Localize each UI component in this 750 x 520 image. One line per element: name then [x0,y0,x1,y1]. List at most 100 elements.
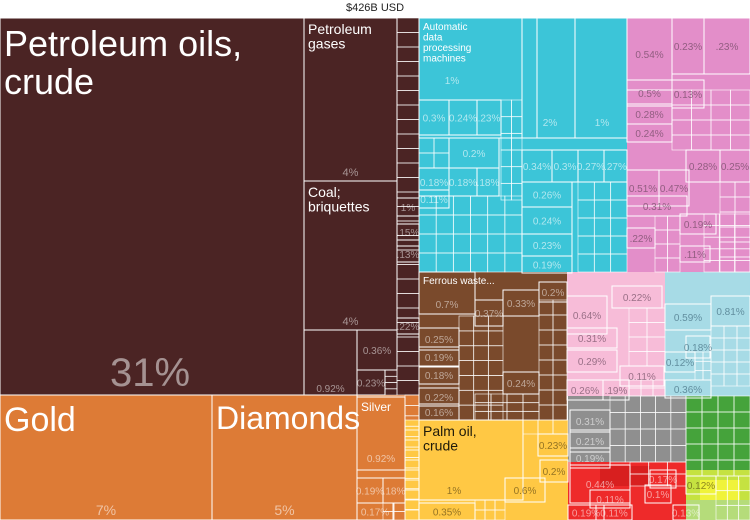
tile-value-label: 4% [343,167,359,179]
tile-value-label: 0.81% [716,307,744,318]
tile-value-label: 0.31% [643,202,671,213]
tile-value-label: 0.21% [576,437,604,448]
tile-value-label: .22% [397,322,420,333]
tile-value-label: 0.18% [425,371,453,382]
tile-value-label: 0.24% [449,114,477,125]
tile-gold-10 [0,394,213,520]
tile-value-label: 0.2% [463,149,486,160]
tile-value-label: 0.25% [721,162,749,173]
tile-value-label: 0.12% [666,358,694,369]
tile-value-label: 0.34% [523,162,551,173]
tile-value-label: 0.19% [572,509,600,520]
tile-name-label: Ferrous waste... [423,276,495,287]
tile-value-label: 0.11% [628,372,656,383]
tile-value-label: 2% [543,118,558,129]
tile-name-label: Palm oil, crude [423,423,477,454]
tile-value-label: 0.36% [363,346,391,357]
tile-value-label: 0.11% [420,195,448,206]
tile-ferrous-waste-50 [418,271,476,315]
mini-tile-machinery [511,182,523,201]
tile-palm-oil-crude-72 [418,419,524,501]
tile-value-label: 0.5% [638,89,661,100]
tile-value-label: 0.17% [361,508,389,519]
tile-value-label: 1% [401,203,416,214]
tile-value-label: 0.37% [475,309,503,320]
tile-value-label: 0.19% [576,454,604,465]
tile-name-label: Gold [4,401,76,439]
tile-value-label: 1% [447,486,462,497]
tile-name-label: Petroleum oils, crude [4,23,242,102]
tile-value-label: .13% [397,250,420,261]
tile-value-label: .23% [716,42,739,53]
tile-value-label: 0.29% [578,357,606,368]
tile-value-label: 0.27% [577,162,605,173]
tile-value-label: 0.28% [689,162,717,173]
tile-value-label: 0.3% [554,162,577,173]
tile-value-label: 0.2% [543,467,566,478]
accent-tile [700,480,740,500]
tile-value-label: 0.19% [356,487,384,498]
tile-value-label: 1% [595,118,610,129]
tile-value-label: 4% [343,316,359,328]
mini-tile-animal_veg [494,509,506,520]
mini-tile-animal_veg [552,419,569,435]
mini-tile-machinery [610,253,628,273]
tile-value-label: 0.1% [647,490,670,501]
tile-value-label: 0.47% [660,184,688,195]
tile-textiles-69 [685,335,711,359]
tile-animal-veg-75 [539,459,569,483]
tile-value-label: 5% [274,502,294,518]
tile-value-label: 0.19% [425,353,453,364]
accent-tile [600,466,650,486]
tile-name-label: Petroleum gases [308,21,372,52]
tile-name-label: Diamonds [216,400,360,436]
tile-value-label: 31% [110,351,190,395]
tile-value-label: 0.7% [436,300,459,311]
mini-tile-mineral [384,388,398,396]
tile-name-label: Automatic data processing machines [423,22,471,65]
tile-value-label: 0.31% [578,334,606,345]
tile-value-label: 0.26% [533,191,561,202]
tile-value-label: 0.23% [674,42,702,53]
group-block-textiles [665,272,750,396]
tile-diamonds-11 [211,394,358,520]
tile-value-label: 0.31% [576,417,604,428]
mini-tile-animal_veg [404,509,420,520]
tile-value-label: 0.26% [571,386,599,397]
tile-value-label: 7% [96,502,116,518]
tile-value-label: .27% [604,162,627,173]
mini-tile-machinery [504,252,523,273]
tile-value-label: 0.64% [573,311,601,322]
tile-value-label: 0.17% [649,475,677,486]
mini-tile-textiles [702,370,712,381]
mini-tile-chemicals [734,260,750,273]
tile-transport-81 [649,469,677,489]
tile-value-label: .19% [605,386,628,397]
tile-transport-82 [589,489,631,509]
mini-tile-textiles [736,373,750,387]
tile-value-label: 0.35% [433,508,461,519]
tile-value-label: 0.44% [586,480,614,491]
tile-value-label: 0.23% [539,441,567,452]
tile-value-label: 1% [445,76,460,87]
tile-name-label: Coal; briquettes [308,184,369,215]
tile-petroleum-oils-crude-0 [0,17,305,396]
tile-value-label: 0.24% [533,217,561,228]
tile-value-label: 0.51% [629,184,657,195]
tile-value-label: 0.23% [357,379,385,390]
tile-value-label: .18% [383,487,406,498]
tile-value-label: 0.16% [425,408,453,419]
mini-tile-plastics [646,351,666,367]
tile-value-label: 0.24% [635,129,663,140]
tile-name-label: Silver [361,400,391,414]
tile-value-label: .15% [397,228,420,239]
group-block-chemicals [627,18,750,272]
tile-value-label: 0.36% [674,385,702,396]
tile-value-label: 0.25% [425,335,453,346]
mini-tile-chemicals [667,257,681,273]
tiles-layer [0,17,750,520]
mini-tile-transport [666,473,687,487]
tile-value-label: 0.33% [507,299,535,310]
tile-value-label: 0.22% [425,393,453,404]
